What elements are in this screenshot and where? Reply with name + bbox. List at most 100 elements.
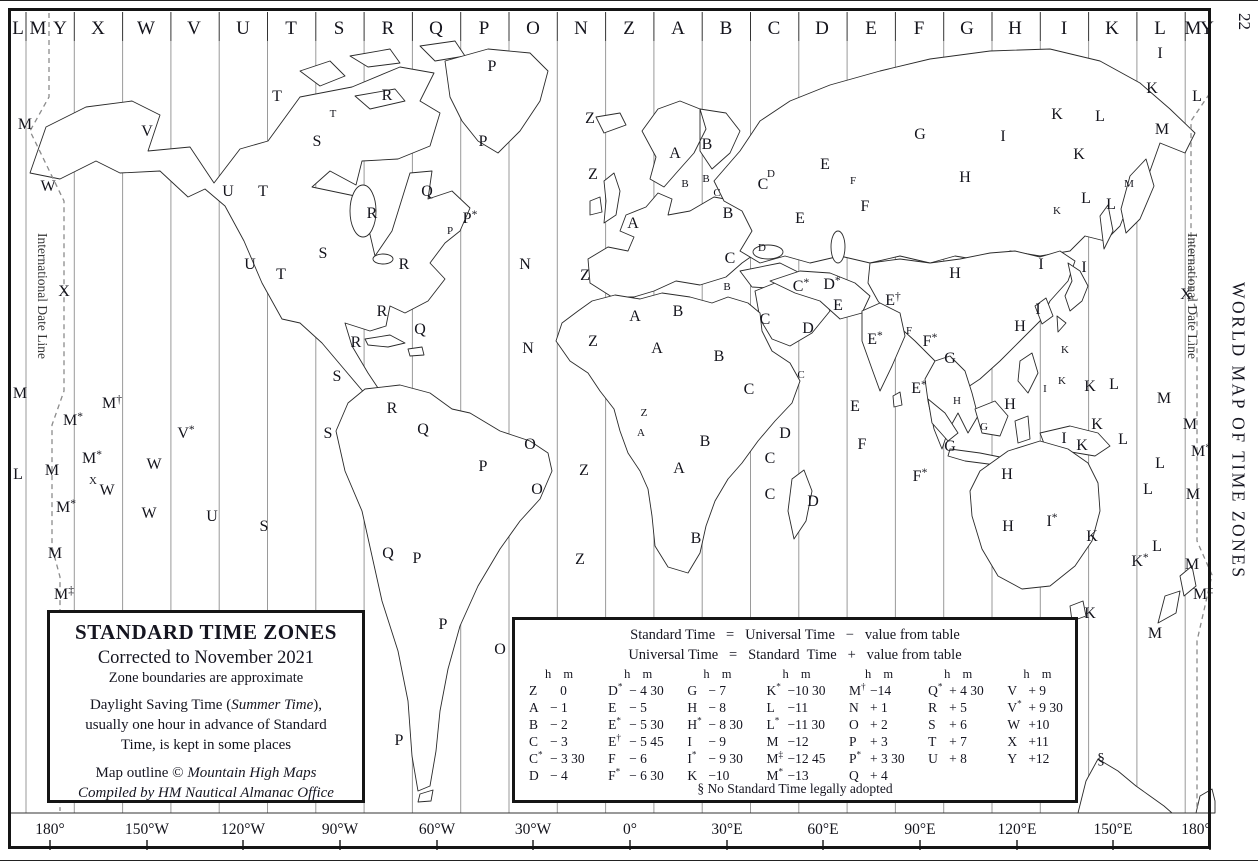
- zone-offset-cell: −10: [708, 768, 730, 783]
- zone-letter: R: [399, 256, 410, 273]
- zone-letter-cell: L: [766, 700, 775, 715]
- zone-letter: M*: [56, 498, 76, 516]
- zone-letter: Q: [414, 321, 426, 338]
- legend-box: STANDARD TIME ZONES Corrected to Novembe…: [47, 610, 365, 803]
- legend-title: STANDARD TIME ZONES: [75, 620, 337, 644]
- top-zone-letter-row: L M Y X W V U T S R Q P O N Z A B C D E F G H I K L MY: [12, 18, 1214, 39]
- zone-letter-cell: T: [928, 734, 937, 749]
- zone-letter: I: [1038, 256, 1043, 273]
- hm-column-header: h m: [1023, 667, 1052, 681]
- zone-letter-cell: A: [529, 700, 539, 715]
- hm-column-header: h m: [944, 667, 973, 681]
- zone-offset-cell: − 3 30: [550, 751, 585, 766]
- zone-letter: K: [1053, 205, 1061, 217]
- zone-offset-cell: −11: [787, 700, 809, 715]
- zone-letter: Q: [421, 183, 433, 200]
- zone-letter: L: [1106, 196, 1116, 213]
- zone-letter: H: [953, 395, 961, 407]
- zone-offset-cell: − 5 30: [629, 717, 664, 732]
- caspian-sea: [830, 230, 846, 264]
- top-zone-letter: E: [865, 18, 877, 39]
- top-zone-letter: L: [1154, 18, 1166, 39]
- antarctica-coast: [1077, 758, 1216, 814]
- date-line-east: [1190, 13, 1213, 811]
- legend-corrected: Corrected to November 2021: [97, 648, 315, 668]
- zone-letter: T: [258, 183, 268, 200]
- longitude-label: 90°E: [904, 821, 935, 838]
- zone-offset-cell: − 8: [708, 700, 727, 715]
- zone-offset-cell: + 4: [870, 768, 888, 783]
- zone-letter: L: [1155, 455, 1165, 472]
- top-zone-letter: Y: [53, 18, 67, 39]
- zone-letter: A: [673, 460, 685, 477]
- zone-letter-cell: V: [1007, 683, 1018, 698]
- zone-table-row: F* − 6 30: [608, 767, 664, 784]
- zone-letter: D*: [823, 275, 841, 293]
- zone-letter: N: [522, 340, 534, 357]
- zone-table-row: I* − 9 30: [687, 750, 743, 767]
- zone-table-column: h m V + 9 V* + 9 30 W +10 X +11 Y +12: [1007, 667, 1063, 784]
- zone-letter: E†: [885, 291, 901, 309]
- zone-table-box: Standard Time = Universal Time − value f…: [512, 617, 1078, 803]
- longitude-label: 90°W: [322, 821, 359, 838]
- landmass-china: [867, 250, 1076, 392]
- zone-table-row: W +10: [1007, 716, 1063, 733]
- zone-letter-cell: H: [687, 700, 698, 715]
- zone-letter: P: [479, 458, 488, 475]
- date-line-west: [29, 13, 65, 811]
- zone-letter: B: [723, 205, 734, 222]
- zone-letter: K: [1073, 146, 1085, 163]
- zone-letter: P: [479, 133, 488, 150]
- zone-letter-cell: S: [928, 717, 936, 732]
- zone-letter: I: [1035, 301, 1040, 318]
- zone-table-row: H* − 8 30: [687, 716, 743, 733]
- zone-table-row: V + 9: [1007, 682, 1063, 699]
- top-zone-letter: S: [334, 18, 345, 39]
- zone-letter: W: [141, 505, 157, 522]
- zone-letter: A: [627, 215, 639, 232]
- top-zone-letter: A: [671, 18, 685, 39]
- zone-offset-cell: + 7: [949, 734, 967, 749]
- zone-letter-cell: M†: [849, 681, 866, 698]
- zone-letter: X: [1180, 286, 1192, 303]
- zone-letter-cell: C: [529, 734, 539, 749]
- zone-letter: H: [1004, 396, 1016, 413]
- hm-column-header: h m: [865, 667, 894, 681]
- zone-letter-cell: M*: [766, 766, 784, 783]
- zone-table-row: O + 2: [849, 716, 905, 733]
- top-zone-letter: P: [479, 18, 490, 39]
- zone-table-row: L* −11 30: [766, 716, 825, 733]
- equation-standard: Standard Time = Universal Time − value f…: [630, 627, 960, 643]
- zone-letter: B: [681, 178, 688, 190]
- zone-letter: K: [1076, 437, 1088, 454]
- zone-letter: Z: [580, 267, 590, 284]
- zone-offset-cell: + 9 30: [1028, 700, 1063, 715]
- zone-letter-cell: R: [928, 700, 938, 715]
- zone-letter: E*: [867, 330, 883, 348]
- zone-letter: Z: [579, 462, 589, 479]
- zone-letter: F*: [913, 467, 928, 485]
- zone-offset-cell: − 2: [550, 717, 568, 732]
- kamchatka: [1120, 158, 1155, 234]
- zone-letter: W: [146, 456, 162, 473]
- zone-table-row: H − 8: [687, 699, 743, 716]
- zone-letter-cell: P: [849, 734, 857, 749]
- zone-offset-cell: −14: [870, 683, 892, 698]
- zone-letter: K: [1051, 106, 1063, 123]
- zone-offset-cell: + 6: [949, 717, 967, 732]
- zone-letter: L: [1118, 431, 1128, 448]
- zone-letter-cell: Y: [1007, 751, 1018, 766]
- top-zone-letter: F: [914, 18, 925, 39]
- zone-letter-cell: U: [928, 751, 938, 766]
- zone-letter: E*: [911, 379, 927, 397]
- zone-table-row: Q + 4: [849, 767, 905, 784]
- zone-letter: L: [1192, 88, 1202, 105]
- zone-letter: H: [1014, 318, 1026, 335]
- zone-letter: B: [714, 348, 725, 365]
- zone-letter: A: [629, 308, 641, 325]
- zone-letter: I: [1000, 128, 1005, 145]
- zone-offset-cell: −10 30: [787, 683, 826, 698]
- zone-letter-cell: E*: [608, 715, 621, 732]
- zone-table-row: M‡ −12 45: [766, 750, 825, 767]
